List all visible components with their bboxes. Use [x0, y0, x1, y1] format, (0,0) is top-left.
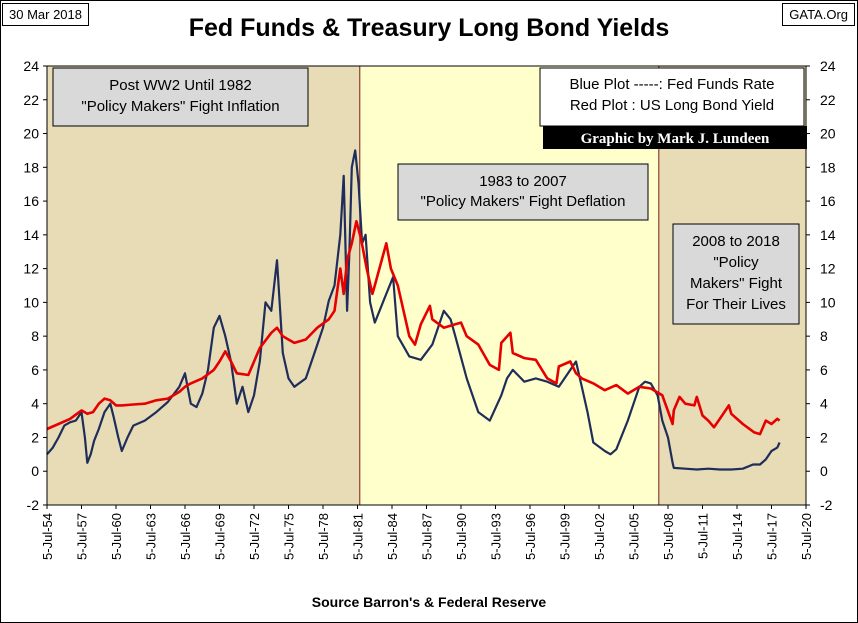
x-tick-label: 5-Jul-81	[351, 513, 366, 560]
y-tick-label-right: 10	[820, 294, 836, 310]
era3-line2: "Policy	[713, 254, 759, 271]
y-tick-label-right: 6	[820, 362, 828, 378]
y-tick-label-left: 22	[23, 92, 39, 108]
y-tick-label-left: 16	[23, 193, 39, 209]
y-tick-label-right: 14	[820, 227, 836, 243]
x-tick-label: 5-Jul-99	[558, 513, 573, 560]
source-note: Source Barron's & Federal Reserve	[311, 594, 547, 610]
x-tick-label: 5-Jul-66	[178, 513, 193, 560]
y-tick-label-left: 14	[23, 227, 39, 243]
era1-line2: "Policy Makers" Fight Inflation	[81, 98, 279, 115]
y-tick-label-left: 18	[23, 159, 39, 175]
legend-long-bond: Red Plot : US Long Bond Yield	[570, 97, 774, 114]
era2-line1: 1983 to 2007	[479, 173, 567, 190]
era3-line3: Makers" Fight	[690, 275, 783, 292]
y-tick-label-right: 2	[820, 429, 828, 445]
y-tick-label-right: 8	[820, 328, 828, 344]
y-tick-label-left: -2	[27, 497, 40, 513]
x-tick-label: 5-Jul-08	[661, 513, 676, 560]
y-tick-label-right: 4	[820, 396, 828, 412]
long-bond-line	[46, 220, 781, 436]
era2-line2: "Policy Makers" Fight Deflation	[421, 193, 626, 210]
x-tick-label: 5-Jul-02	[592, 513, 607, 560]
y-tick-label-left: 20	[23, 126, 39, 142]
era3-line4: For Their Lives	[686, 296, 786, 313]
era1-annotation: Post WW2 Until 1982 "Policy Makers" Figh…	[52, 67, 309, 127]
x-tick-label: 5-Jul-17	[765, 513, 780, 560]
x-tick-label: 5-Jul-60	[109, 513, 124, 560]
y-tick-label-left: 4	[31, 396, 39, 412]
x-tick-label: 5-Jul-54	[40, 513, 55, 560]
era2-annotation: 1983 to 2007 "Policy Makers" Fight Defla…	[397, 163, 649, 221]
era3-annotation: 2008 to 2018 "Policy Makers" Fight For T…	[672, 223, 800, 325]
credit-box: Graphic by Mark J. Lundeen	[543, 126, 807, 149]
chart-title: Fed Funds & Treasury Long Bond Yields	[188, 14, 670, 42]
era1-line1: Post WW2 Until 1982	[109, 77, 252, 94]
y-tick-label-left: 8	[31, 328, 39, 344]
x-axis-ticks: 5-Jul-54 5-Jul-57 5-Jul-60 5-Jul-63 5-Jul-66…	[40, 505, 814, 560]
fed-funds-line	[46, 149, 781, 471]
x-tick-label: 5-Jul-96	[523, 513, 538, 560]
x-tick-label: 5-Jul-72	[247, 513, 262, 560]
site-label: GATA.Org	[782, 3, 855, 26]
x-tick-label: 5-Jul-69	[213, 513, 228, 560]
y-tick-label-right: 22	[820, 92, 836, 108]
credit-text: Graphic by Mark J. Lundeen	[581, 131, 770, 147]
y-tick-label-right: 12	[820, 261, 836, 277]
y-tick-label-left: 6	[31, 362, 39, 378]
y-tick-label-left: 2	[31, 429, 39, 445]
date-label: 30 Mar 2018	[2, 3, 89, 26]
y-tick-label-right: 0	[820, 463, 828, 479]
x-tick-label: 5-Jul-20	[799, 513, 814, 560]
x-tick-label: 5-Jul-90	[454, 513, 469, 560]
y-tick-label-right: -2	[820, 497, 833, 513]
x-tick-label: 5-Jul-87	[420, 513, 435, 560]
legend-fed-funds: Blue Plot -----: Fed Funds Rate	[569, 76, 774, 93]
x-tick-label: 5-Jul-93	[489, 513, 504, 560]
y-tick-label-left: 0	[31, 463, 39, 479]
y-tick-label-left: 12	[23, 261, 39, 277]
x-tick-label: 5-Jul-63	[144, 513, 159, 560]
x-tick-label: 5-Jul-05	[627, 513, 642, 560]
y-tick-label-left: 24	[23, 58, 39, 74]
x-tick-label: 5-Jul-78	[316, 513, 331, 560]
era-region-1	[47, 66, 360, 505]
x-tick-label: 5-Jul-57	[75, 513, 90, 560]
y-tick-label-right: 18	[820, 159, 836, 175]
x-tick-label: 5-Jul-84	[385, 513, 400, 560]
y-tick-label-right: 24	[820, 58, 836, 74]
x-tick-label: 5-Jul-11	[696, 513, 711, 559]
era3-line1: 2008 to 2018	[692, 233, 780, 250]
x-tick-label: 5-Jul-14	[730, 513, 745, 560]
x-tick-label: 5-Jul-75	[282, 513, 297, 560]
legend-box: Blue Plot -----: Fed Funds Rate Red Plot…	[539, 67, 805, 127]
y-tick-label-right: 20	[820, 126, 836, 142]
y-tick-label-right: 16	[820, 193, 836, 209]
y-tick-label-left: 10	[23, 294, 39, 310]
series-lines	[46, 149, 781, 471]
